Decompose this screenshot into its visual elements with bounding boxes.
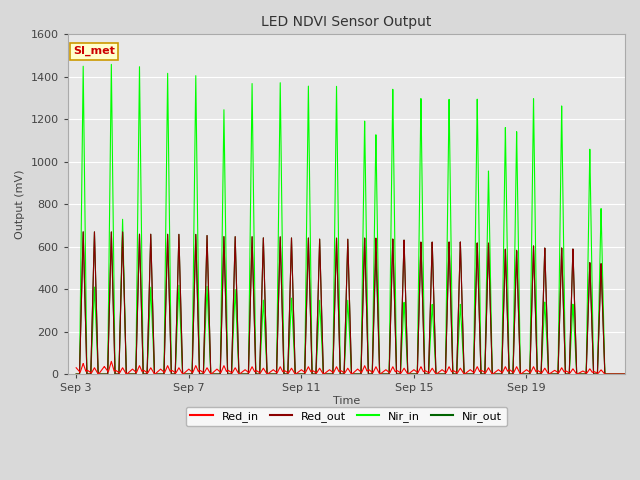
Red_out — [621, 371, 629, 377]
Red_out — [481, 371, 488, 377]
Nir_out — [553, 371, 561, 377]
Line: Nir_in: Nir_in — [76, 64, 625, 374]
Red_in — [505, 367, 513, 373]
Red_in — [621, 371, 629, 377]
Nir_out — [621, 371, 629, 377]
X-axis label: Time: Time — [333, 396, 360, 406]
Red_out — [76, 362, 84, 368]
Nir_out — [76, 362, 84, 368]
Nir_out — [491, 371, 499, 377]
Line: Red_out: Red_out — [76, 232, 625, 374]
Line: Nir_out: Nir_out — [76, 232, 625, 374]
Nir_in — [621, 371, 629, 377]
Red_out — [553, 371, 561, 377]
Legend: Red_in, Red_out, Nir_in, Nir_out: Red_in, Red_out, Nir_in, Nir_out — [186, 407, 507, 426]
Text: SI_met: SI_met — [74, 46, 115, 57]
Red_in — [94, 371, 102, 377]
Nir_in — [108, 61, 115, 67]
Nir_in — [72, 371, 80, 377]
Red_out — [79, 229, 87, 235]
Nir_in — [481, 371, 488, 377]
Red_out — [505, 369, 513, 375]
Red_in — [72, 365, 80, 371]
Nir_out — [505, 369, 513, 375]
Nir_out — [79, 229, 87, 235]
Red_in — [481, 370, 488, 375]
Red_in — [553, 369, 561, 375]
Nir_in — [595, 315, 602, 321]
Y-axis label: Output (mV): Output (mV) — [15, 169, 25, 239]
Line: Red_in: Red_in — [76, 361, 625, 374]
Nir_in — [491, 371, 499, 377]
Red_out — [595, 334, 602, 340]
Red_in — [595, 370, 602, 375]
Red_in — [108, 359, 115, 364]
Nir_out — [72, 371, 80, 377]
Nir_out — [595, 334, 602, 340]
Red_in — [76, 369, 84, 375]
Nir_in — [505, 367, 513, 372]
Red_in — [491, 370, 499, 375]
Red_out — [491, 371, 499, 377]
Nir_out — [481, 371, 488, 377]
Nir_in — [76, 352, 84, 358]
Title: LED NDVI Sensor Output: LED NDVI Sensor Output — [261, 15, 431, 29]
Nir_in — [553, 371, 561, 377]
Red_out — [72, 371, 80, 377]
